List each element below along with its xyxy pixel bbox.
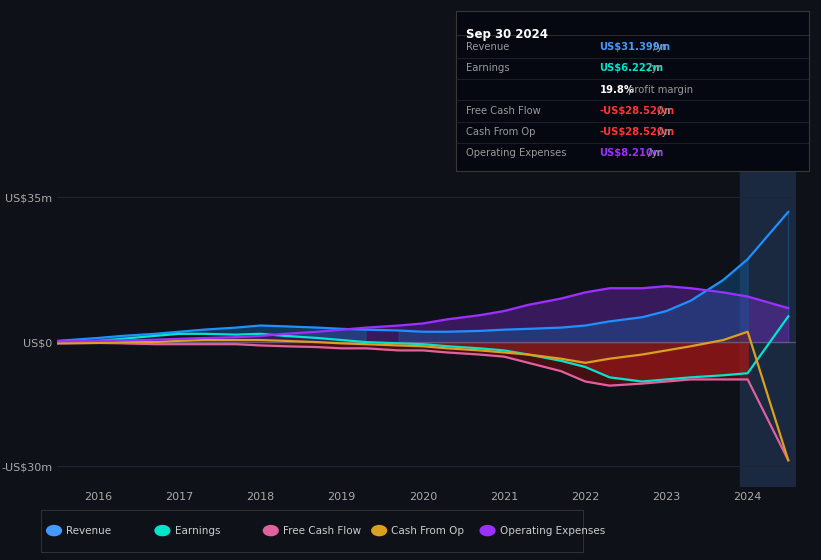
Bar xyxy=(740,168,796,487)
Text: Sep 30 2024: Sep 30 2024 xyxy=(466,28,548,41)
Text: US$8.210m: US$8.210m xyxy=(599,148,663,158)
Text: Free Cash Flow: Free Cash Flow xyxy=(466,106,540,116)
Text: /yr: /yr xyxy=(655,106,672,116)
Text: Free Cash Flow: Free Cash Flow xyxy=(283,526,361,535)
Text: US$31.399m: US$31.399m xyxy=(599,42,671,52)
Text: /yr: /yr xyxy=(645,63,662,73)
Text: Cash From Op: Cash From Op xyxy=(466,127,535,137)
Text: Cash From Op: Cash From Op xyxy=(392,526,465,535)
Text: Revenue: Revenue xyxy=(466,42,509,52)
Text: /yr: /yr xyxy=(645,148,662,158)
Text: Earnings: Earnings xyxy=(466,63,509,73)
Text: Operating Expenses: Operating Expenses xyxy=(466,148,566,158)
Text: -US$28.520m: -US$28.520m xyxy=(599,106,675,116)
Text: Revenue: Revenue xyxy=(67,526,112,535)
Text: /yr: /yr xyxy=(655,127,672,137)
Text: -US$28.520m: -US$28.520m xyxy=(599,127,675,137)
Text: 19.8%: 19.8% xyxy=(599,85,635,95)
Text: Earnings: Earnings xyxy=(175,526,220,535)
Text: Operating Expenses: Operating Expenses xyxy=(500,526,605,535)
Text: US$6.222m: US$6.222m xyxy=(599,63,663,73)
Text: /yr: /yr xyxy=(650,42,667,52)
Text: profit margin: profit margin xyxy=(625,85,693,95)
